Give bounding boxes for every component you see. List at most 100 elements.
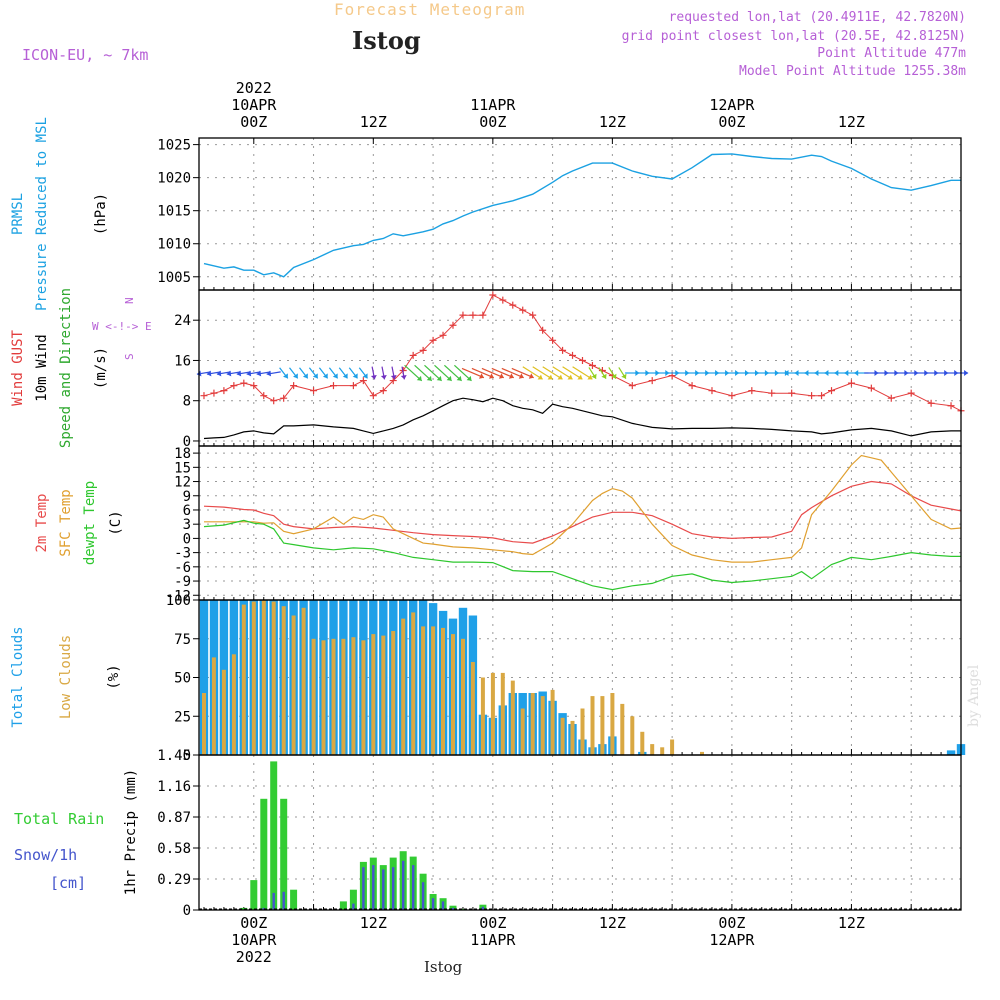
wind-arrow-head xyxy=(246,370,252,377)
low-cloud-bar xyxy=(231,654,236,756)
gust-marker xyxy=(499,296,507,304)
gust-marker xyxy=(519,306,527,314)
low-cloud-bar xyxy=(461,638,465,756)
point-altitude: Point Altitude 477m xyxy=(817,46,966,61)
gust-marker xyxy=(818,392,826,400)
y-tick-label: 1015 xyxy=(157,204,191,220)
y-tick-label: 100 xyxy=(166,593,191,609)
low-cloud-bar xyxy=(490,672,495,755)
wind-arrow-head xyxy=(293,373,298,379)
low-cloud-bar xyxy=(560,717,565,755)
low-cloud-bar xyxy=(421,626,426,755)
top-time-label: 00Z xyxy=(718,113,745,131)
wind-arrow-head xyxy=(302,373,308,379)
station-title: Istog xyxy=(352,26,421,55)
y-tick-label: 24 xyxy=(174,313,191,329)
gridpoint-coords: grid point closest lon,lat (20.5E, 42.81… xyxy=(621,29,966,44)
sfc-temp-line xyxy=(204,454,962,563)
low-cloud-bar xyxy=(241,604,246,755)
rain-bar xyxy=(250,880,258,910)
wind-arrow-head xyxy=(528,373,534,379)
low-cloud-bar xyxy=(351,637,356,755)
gust-marker xyxy=(359,377,367,385)
y-tick-label: 0 xyxy=(183,903,191,919)
low-cloud-bar xyxy=(610,693,615,755)
y-tick-label: -3 xyxy=(174,546,191,562)
wind-arrow-head xyxy=(804,370,809,376)
wind-arrow-head xyxy=(591,373,597,379)
low-cloud-bar xyxy=(441,627,445,755)
rain-bar xyxy=(270,761,278,910)
wind-arrow-head xyxy=(416,375,422,381)
compass-n: N xyxy=(123,297,136,304)
pressure-unit-label: (hPa) xyxy=(93,193,109,235)
low-cloud-bar xyxy=(640,731,645,756)
wind-arrow-head xyxy=(256,370,262,377)
rain-bar xyxy=(290,889,298,910)
snow-bar xyxy=(392,867,395,910)
credit: by Angel xyxy=(966,664,982,727)
bottom-time-label: 2022 xyxy=(236,948,272,966)
compass-we: W <-!-> E xyxy=(92,320,152,333)
y-tick-label: 25 xyxy=(174,709,191,725)
snow-bar xyxy=(451,907,455,910)
bottom-time-label: 12Z xyxy=(360,914,387,932)
top-time-label: 2022 xyxy=(236,79,272,97)
gust-marker xyxy=(728,392,736,400)
gust-marker xyxy=(489,291,497,299)
wind-arrow-head xyxy=(479,373,484,379)
gust-marker xyxy=(708,387,716,395)
low-cloud-bar xyxy=(580,708,585,755)
gust-marker xyxy=(887,394,895,402)
y-tick-label: 9 xyxy=(183,489,191,505)
prmsl-long-label: Pressure Reduced to MSL xyxy=(34,117,50,311)
wind-arrow-head xyxy=(332,373,338,379)
gust-marker xyxy=(768,389,776,397)
y-tick-label: 6 xyxy=(183,503,191,519)
model-label: ICON-EU, ~ 7km xyxy=(22,46,149,64)
wind-arrow-head xyxy=(206,370,212,377)
gust-marker xyxy=(200,392,208,400)
low-cloud-bar xyxy=(590,696,595,755)
rain-bar xyxy=(449,905,457,910)
prmsl-line xyxy=(203,153,961,278)
low-cloud-bar xyxy=(311,638,316,756)
y-tick-label: 1.16 xyxy=(157,779,191,795)
low-cloud-bar xyxy=(321,640,326,755)
product-title: Forecast Meteogram xyxy=(334,0,526,19)
gust-marker xyxy=(828,387,836,395)
low-cloud-bar xyxy=(620,703,625,755)
low-cloud-bar xyxy=(630,716,635,756)
bottom-time-label: 00Z xyxy=(479,914,506,932)
gust-marker xyxy=(947,402,955,410)
y-tick-label: 18 xyxy=(174,446,191,462)
bottom-time-label: 00Z xyxy=(240,914,267,932)
low-clouds-label: Low Clouds xyxy=(58,635,74,719)
snow-bar xyxy=(362,867,365,910)
low-cloud-bar xyxy=(500,672,505,755)
wind-arrow-head xyxy=(854,370,859,376)
low-cloud-bar xyxy=(650,744,655,755)
footer-station: Istog xyxy=(424,958,463,976)
bottom-time-label: 00Z xyxy=(718,914,745,932)
gust-marker xyxy=(349,382,357,390)
rain-bar xyxy=(260,798,268,910)
wind-arrow-head xyxy=(266,370,272,377)
snow-bar xyxy=(421,882,425,910)
low-cloud-bar xyxy=(431,626,436,755)
low-cloud-bar xyxy=(530,693,535,755)
snow-label: Snow/1h xyxy=(14,846,77,864)
gust-marker xyxy=(529,311,537,319)
wind-arrow-head xyxy=(312,373,318,379)
y-tick-label: -12 xyxy=(166,588,191,604)
gust-marker xyxy=(847,379,855,387)
wind-arrow-head xyxy=(390,375,397,380)
gust-marker xyxy=(389,377,397,385)
y-tick-label: 3 xyxy=(183,517,191,533)
wind-arrow-head xyxy=(621,373,627,379)
low-cloud-bar xyxy=(510,680,515,755)
wind-arrow-head xyxy=(508,373,514,379)
wind-arrow-head xyxy=(226,370,232,377)
rain-bar xyxy=(280,798,288,910)
low-cloud-bar xyxy=(281,606,286,755)
